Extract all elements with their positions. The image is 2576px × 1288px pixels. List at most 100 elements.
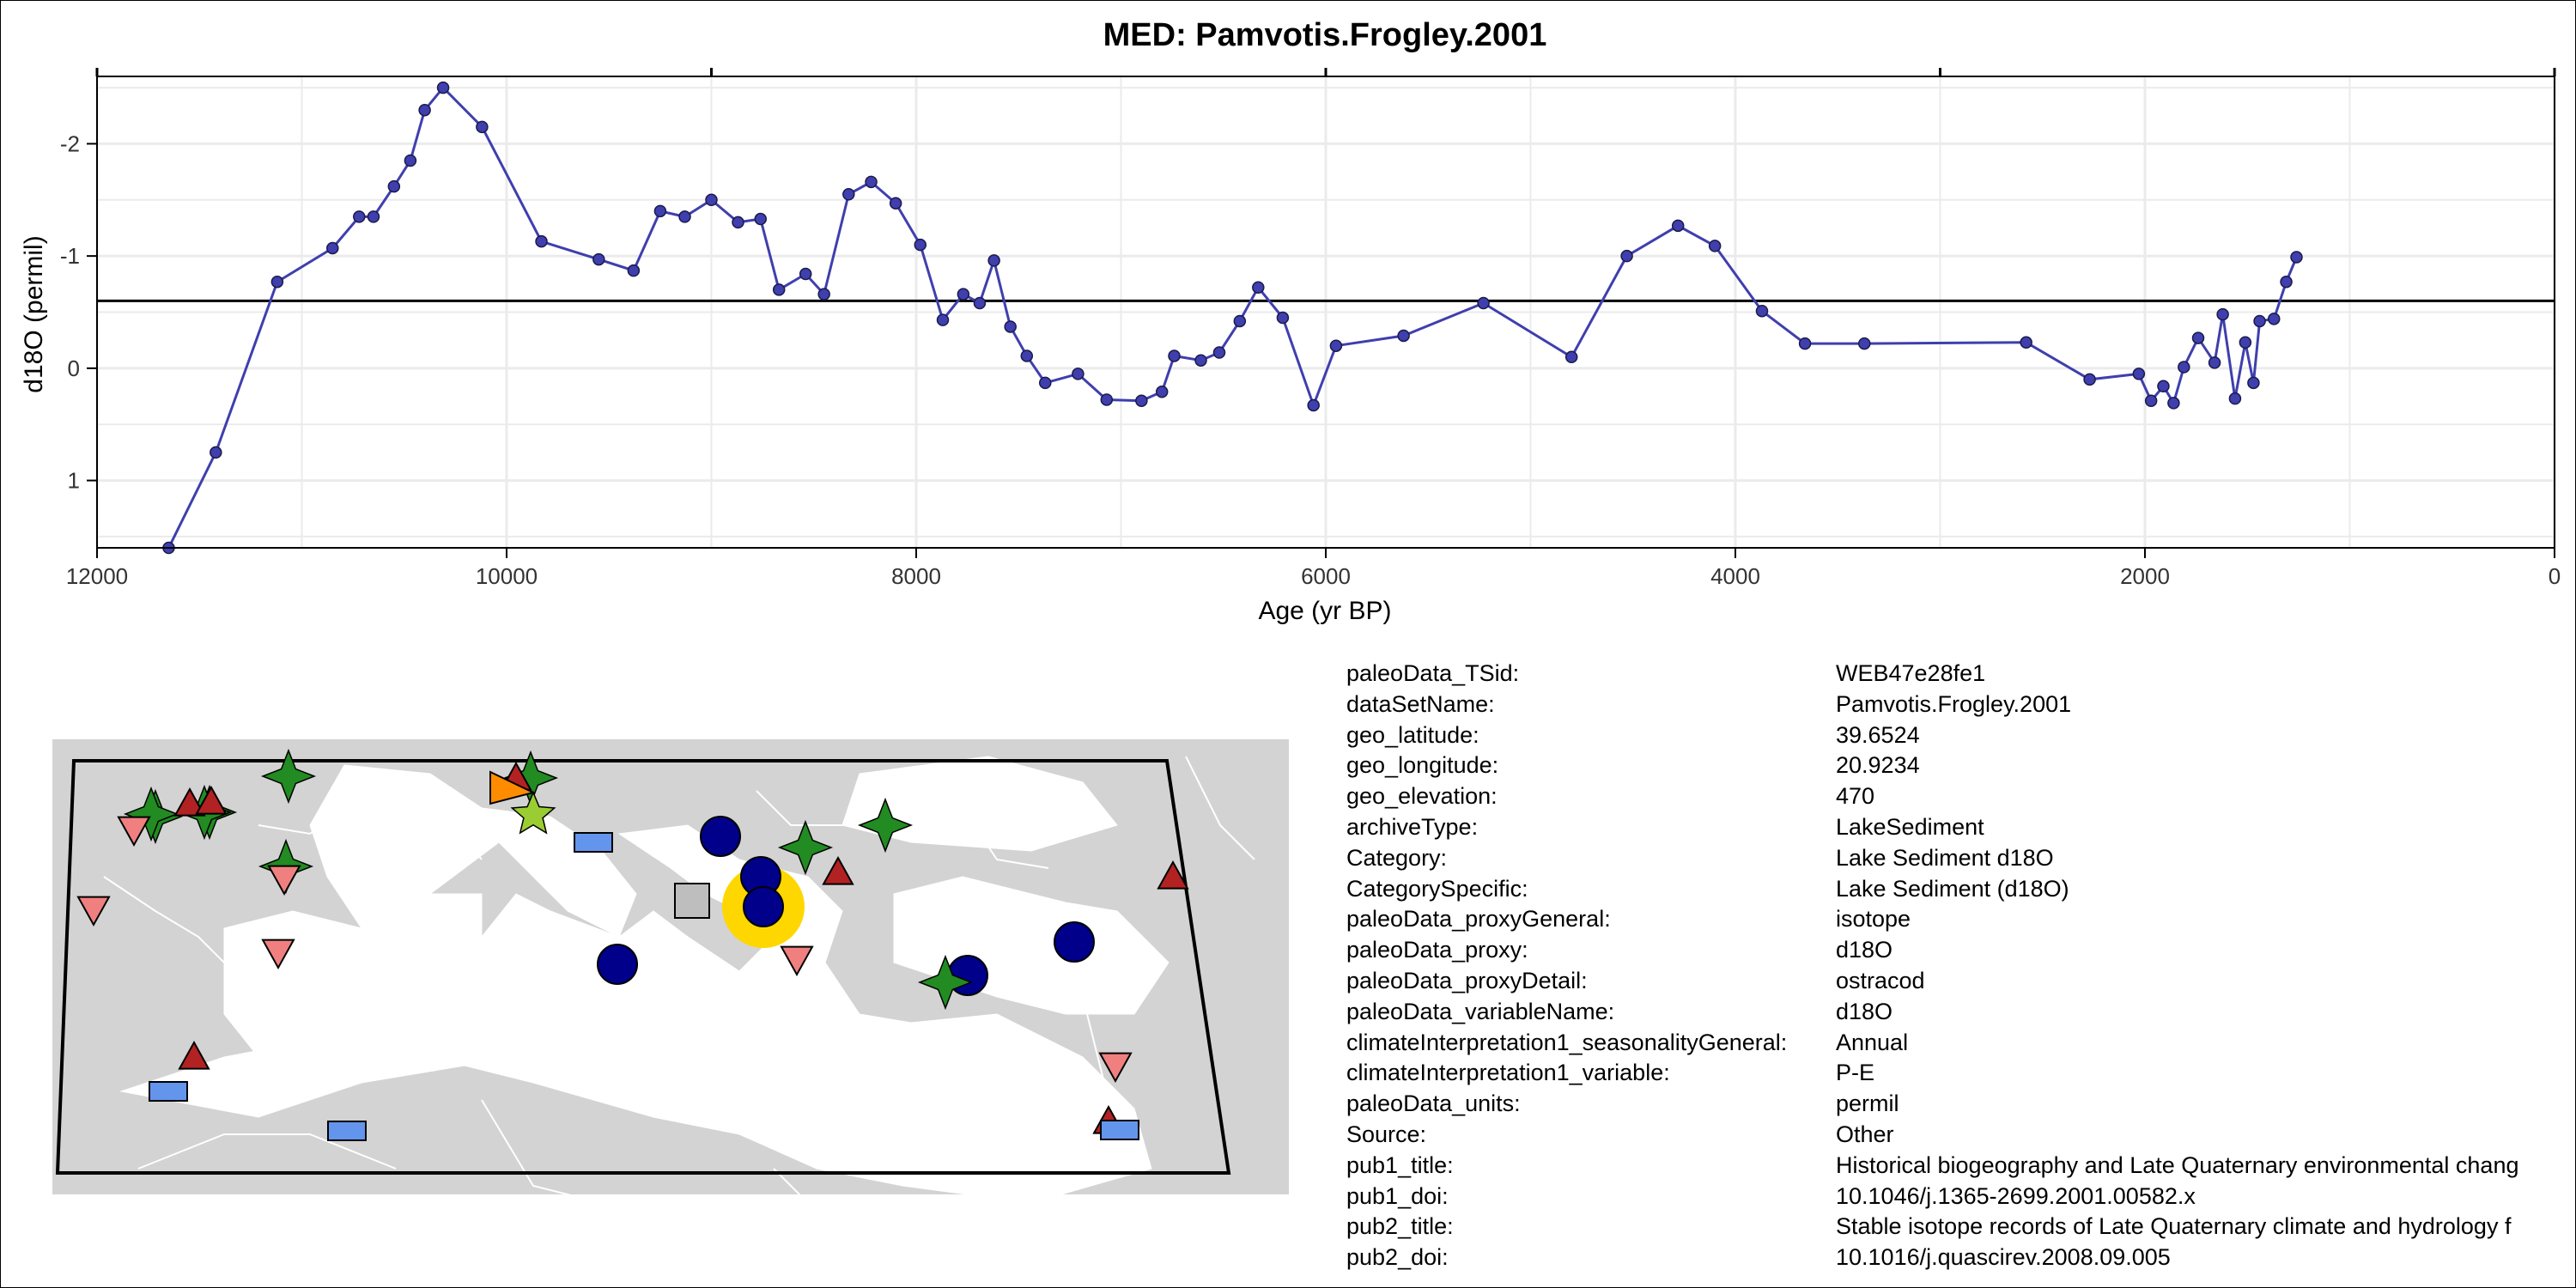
metadata-value: Other (1836, 1121, 1894, 1147)
data-point (436, 81, 450, 94)
grid-lines (95, 76, 2556, 548)
data-point (404, 154, 417, 167)
data-point (1212, 346, 1226, 359)
metadata-key: paleoData_TSid: (1346, 660, 1520, 686)
metadata-value: 470 (1836, 783, 1875, 810)
map-mask-left (1, 653, 52, 1287)
data-point (705, 193, 718, 207)
data-point (2216, 307, 2229, 321)
data-point (1194, 354, 1207, 367)
metadata-value: d18O (1836, 937, 1893, 963)
site-marker-rect (149, 1081, 188, 1102)
data-point (418, 103, 431, 117)
data-point (1798, 337, 1812, 350)
data-point (387, 179, 401, 193)
data-point (1004, 320, 1017, 333)
data-point (1477, 296, 1490, 310)
data-point (2239, 336, 2252, 349)
data-point (1397, 329, 1410, 343)
map-mask-top (1, 653, 1306, 739)
data-point (476, 120, 489, 134)
site-marker-circle (743, 886, 784, 927)
metadata-value: WEB47e28fe1 (1836, 660, 1986, 686)
data-point (653, 204, 667, 218)
data-point (1155, 386, 1169, 398)
metadata-key: climateInterpretation1_variable: (1346, 1060, 1670, 1086)
metadata-table: paleoData_TSid: WEB47e28fe1 dataSetName: Pa… (1346, 658, 2575, 1281)
data-point (2208, 356, 2221, 369)
data-point (842, 188, 855, 201)
metadata-key: Category: (1346, 844, 1448, 871)
data-point (2157, 380, 2170, 393)
x-tick-label: 2000 (2120, 563, 2170, 589)
x-tick-label: 8000 (891, 563, 941, 589)
data-point (973, 296, 987, 310)
site-marker-triangle (1157, 860, 1189, 890)
metadata-key: paleoData_proxy: (1346, 937, 1528, 963)
site-marker-triangle (195, 785, 228, 815)
metadata-key: geo_elevation: (1346, 783, 1498, 810)
x-tick-label: 4000 (1710, 563, 1760, 589)
y-tick-label: 1 (68, 468, 80, 494)
axes: 12000 10000 8000 6000 4000 2000 0 -2 -1 0 1 (60, 68, 2561, 589)
metadata-value: d18O (1836, 998, 1893, 1024)
data-point (326, 241, 339, 255)
site-marker-star (260, 748, 317, 805)
metadata-value: P-E (1836, 1060, 1875, 1086)
metadata-key: dataSetName: (1346, 690, 1495, 717)
metadata-value: 10.1046/j.1365-2699.2001.00582.x (1836, 1182, 2196, 1209)
site-marker-star (123, 786, 179, 842)
data-point (1252, 281, 1265, 294)
site-marker-rect (1100, 1120, 1139, 1140)
chart-title: MED: Pamvotis.Frogley.2001 (1103, 17, 1547, 53)
metadata-value: ostracod (1836, 968, 1925, 993)
data-point (592, 252, 605, 266)
data-point (914, 238, 927, 252)
x-tick-label: 12000 (66, 563, 128, 589)
data-point (353, 210, 366, 223)
metadata-key: paleoData_proxyDetail: (1346, 968, 1588, 993)
site-marker-triangle (178, 1040, 210, 1070)
site-marker-star5 (510, 791, 556, 835)
metadata-value: permil (1836, 1091, 1899, 1117)
y-tick-label: 0 (68, 355, 80, 381)
site-marker-rect (574, 832, 613, 853)
x-tick-label: 6000 (1301, 563, 1351, 589)
data-point (627, 264, 641, 277)
x-axis-label: Age (yr BP) (1258, 597, 1391, 625)
site-marker-circle (597, 944, 638, 985)
data-point (678, 210, 691, 223)
metadata-key: archiveType: (1346, 814, 1479, 840)
metadata-key: geo_latitude: (1346, 721, 1479, 748)
data-point (367, 210, 380, 223)
site-marker-square (674, 883, 710, 919)
metadata-key: pub1_doi: (1346, 1182, 1449, 1209)
metadata-key: pub2_title: (1346, 1213, 1454, 1240)
site-marker-triangle (173, 787, 206, 817)
y-axis-label: d18O (permil) (20, 235, 48, 392)
metadata-value: 20.9234 (1836, 752, 1920, 779)
data-point (2253, 314, 2266, 328)
site-marker-star (917, 954, 974, 1011)
site-markers (76, 748, 1189, 1141)
metadata-value: isotope (1836, 906, 1911, 933)
data-point (1072, 368, 1084, 380)
y-tick-label: -1 (60, 243, 80, 269)
data-point (732, 216, 744, 229)
site-marker-triangle-down (261, 939, 295, 970)
data-point (1564, 350, 1578, 364)
metadata-value: 39.6524 (1836, 721, 1920, 748)
x-tick-label: 0 (2549, 563, 2561, 589)
data-point (1135, 394, 1148, 408)
metadata-key: Source: (1346, 1121, 1427, 1147)
data-point (535, 234, 548, 248)
site-marker-triangle-down (1098, 1052, 1133, 1084)
metadata-key: CategorySpecific: (1346, 875, 1528, 902)
data-point (210, 446, 222, 459)
site-marker-triangle (822, 855, 854, 885)
data-point (1620, 249, 1633, 263)
metadata-key: pub2_doi: (1346, 1244, 1449, 1271)
metadata-key: climateInterpretation1_seasonalityGenera… (1346, 1029, 1788, 1055)
metadata-value: LakeSediment (1836, 814, 1984, 840)
site-marker-triangle-down (267, 865, 301, 896)
